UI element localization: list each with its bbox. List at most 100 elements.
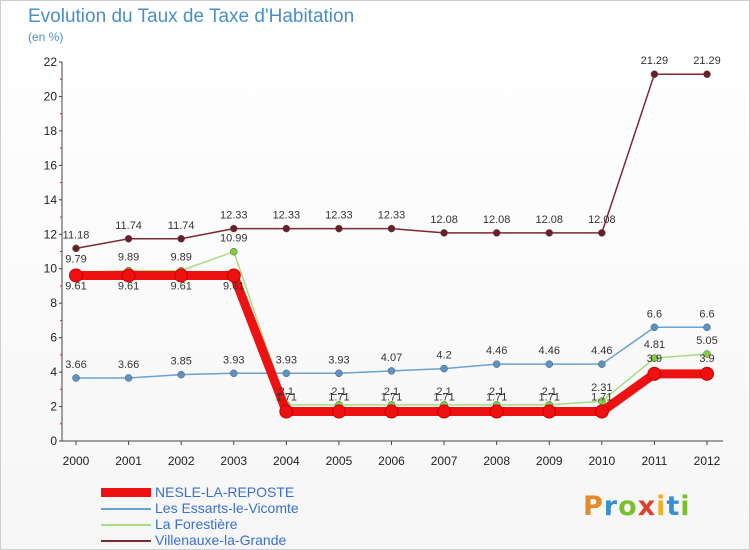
data-label: 12.08: [588, 214, 616, 226]
data-label: 9.61: [223, 280, 244, 292]
data-point: [230, 369, 238, 378]
data-label: 11.18: [63, 229, 90, 241]
data-label: 11.74: [115, 220, 142, 232]
data-point: [598, 229, 606, 237]
data-point: [437, 404, 452, 419]
data-label: 1.71: [381, 392, 402, 404]
data-label: 12.33: [325, 210, 353, 222]
data-point: [703, 323, 711, 332]
data-label: 6.6: [647, 308, 662, 320]
data-point: [440, 229, 448, 237]
data-point: [124, 235, 133, 243]
data-label: 9.61: [170, 280, 191, 292]
y-tick-label: 2: [50, 400, 57, 414]
x-tick-label: 2009: [536, 454, 563, 468]
data-label: 12.33: [273, 210, 301, 222]
data-label: 3.9: [699, 353, 714, 365]
data-point: [72, 244, 80, 253]
data-point: [594, 404, 609, 419]
logo-letter: o: [618, 491, 638, 522]
data-point: [72, 374, 80, 382]
y-tick-label: 0: [50, 434, 57, 448]
y-tick-label: 12: [44, 227, 58, 241]
data-point: [335, 224, 343, 233]
x-tick-label: 2004: [273, 454, 300, 468]
data-label: 3.93: [276, 354, 297, 366]
data-point: [545, 229, 553, 237]
legend-label: Les Essarts-le-Vicomte: [155, 500, 299, 516]
legend-label: NESLE-LA-REPOSTE: [155, 484, 295, 500]
x-tick-label: 2001: [115, 454, 142, 468]
data-label: 6.6: [699, 308, 714, 320]
data-label: 2.1: [384, 386, 399, 398]
data-label: 3.66: [118, 359, 139, 371]
logo-letter: t: [666, 491, 681, 522]
data-label: 21.29: [641, 55, 669, 67]
legend-swatch: [101, 540, 151, 542]
data-point: [335, 369, 343, 378]
data-label: 4.2: [436, 350, 451, 362]
data-label: 1.71: [486, 392, 507, 404]
data-label: 12.08: [483, 214, 511, 226]
data-point: [282, 369, 291, 378]
data-label: 3.85: [170, 356, 191, 368]
legend-swatch: [101, 508, 151, 510]
data-label: 4.81: [644, 339, 665, 351]
data-point: [230, 224, 238, 233]
data-label: 21.29: [693, 55, 721, 67]
data-label: 2.1: [331, 386, 346, 398]
y-tick-label: 10: [44, 262, 58, 276]
data-point: [69, 268, 83, 283]
legend-label: Villenauxe-la-Grande: [155, 532, 287, 548]
data-point: [174, 268, 189, 283]
x-tick-label: 2011: [642, 454, 668, 468]
y-tick-label: 8: [50, 296, 57, 310]
data-point: [331, 404, 346, 419]
data-point: [387, 224, 396, 233]
x-tick-label: 2000: [63, 454, 90, 468]
logo-letter: r: [603, 491, 619, 522]
data-point: [387, 367, 396, 375]
data-point: [703, 350, 711, 358]
data-label: 4.46: [486, 345, 507, 357]
data-label: 12.08: [430, 214, 458, 226]
data-label: 2.31: [591, 382, 612, 394]
data-point: [121, 268, 136, 283]
x-tick-label: 2010: [588, 454, 615, 468]
data-point: [650, 70, 659, 78]
data-point: [542, 404, 557, 419]
data-label: 10.99: [220, 233, 248, 245]
data-point: [124, 374, 133, 382]
data-point: [650, 323, 659, 332]
data-label: 5.05: [696, 335, 717, 347]
data-label: 12.08: [535, 214, 563, 226]
data-label: 3.66: [65, 359, 86, 371]
data-point: [177, 370, 185, 379]
unit-label: (en %): [28, 30, 64, 44]
data-label: 2.1: [279, 386, 294, 398]
logo-letter: P: [583, 491, 604, 522]
data-label: 1.71: [328, 392, 349, 404]
x-tick-label: 2008: [483, 454, 510, 468]
data-label: 9.61: [65, 280, 86, 292]
data-point: [489, 404, 504, 419]
data-point: [545, 360, 553, 368]
data-point: [647, 366, 662, 381]
chart-title: Evolution du Taux de Taxe d'Habitation: [28, 6, 355, 27]
data-point: [279, 404, 294, 419]
logo-letter: i: [680, 491, 691, 522]
data-label: 9.89: [118, 252, 139, 264]
data-label: 1.71: [276, 392, 297, 404]
data-point: [384, 404, 399, 419]
legend-swatch: [101, 524, 151, 526]
data-point: [492, 360, 501, 368]
data-label: 9.61: [118, 280, 139, 292]
data-point: [700, 366, 714, 381]
data-label: 9.79: [65, 253, 86, 265]
data-point: [226, 268, 241, 283]
data-label: 4.46: [591, 345, 612, 357]
data-label: 12.33: [220, 210, 248, 222]
data-point: [177, 235, 185, 243]
